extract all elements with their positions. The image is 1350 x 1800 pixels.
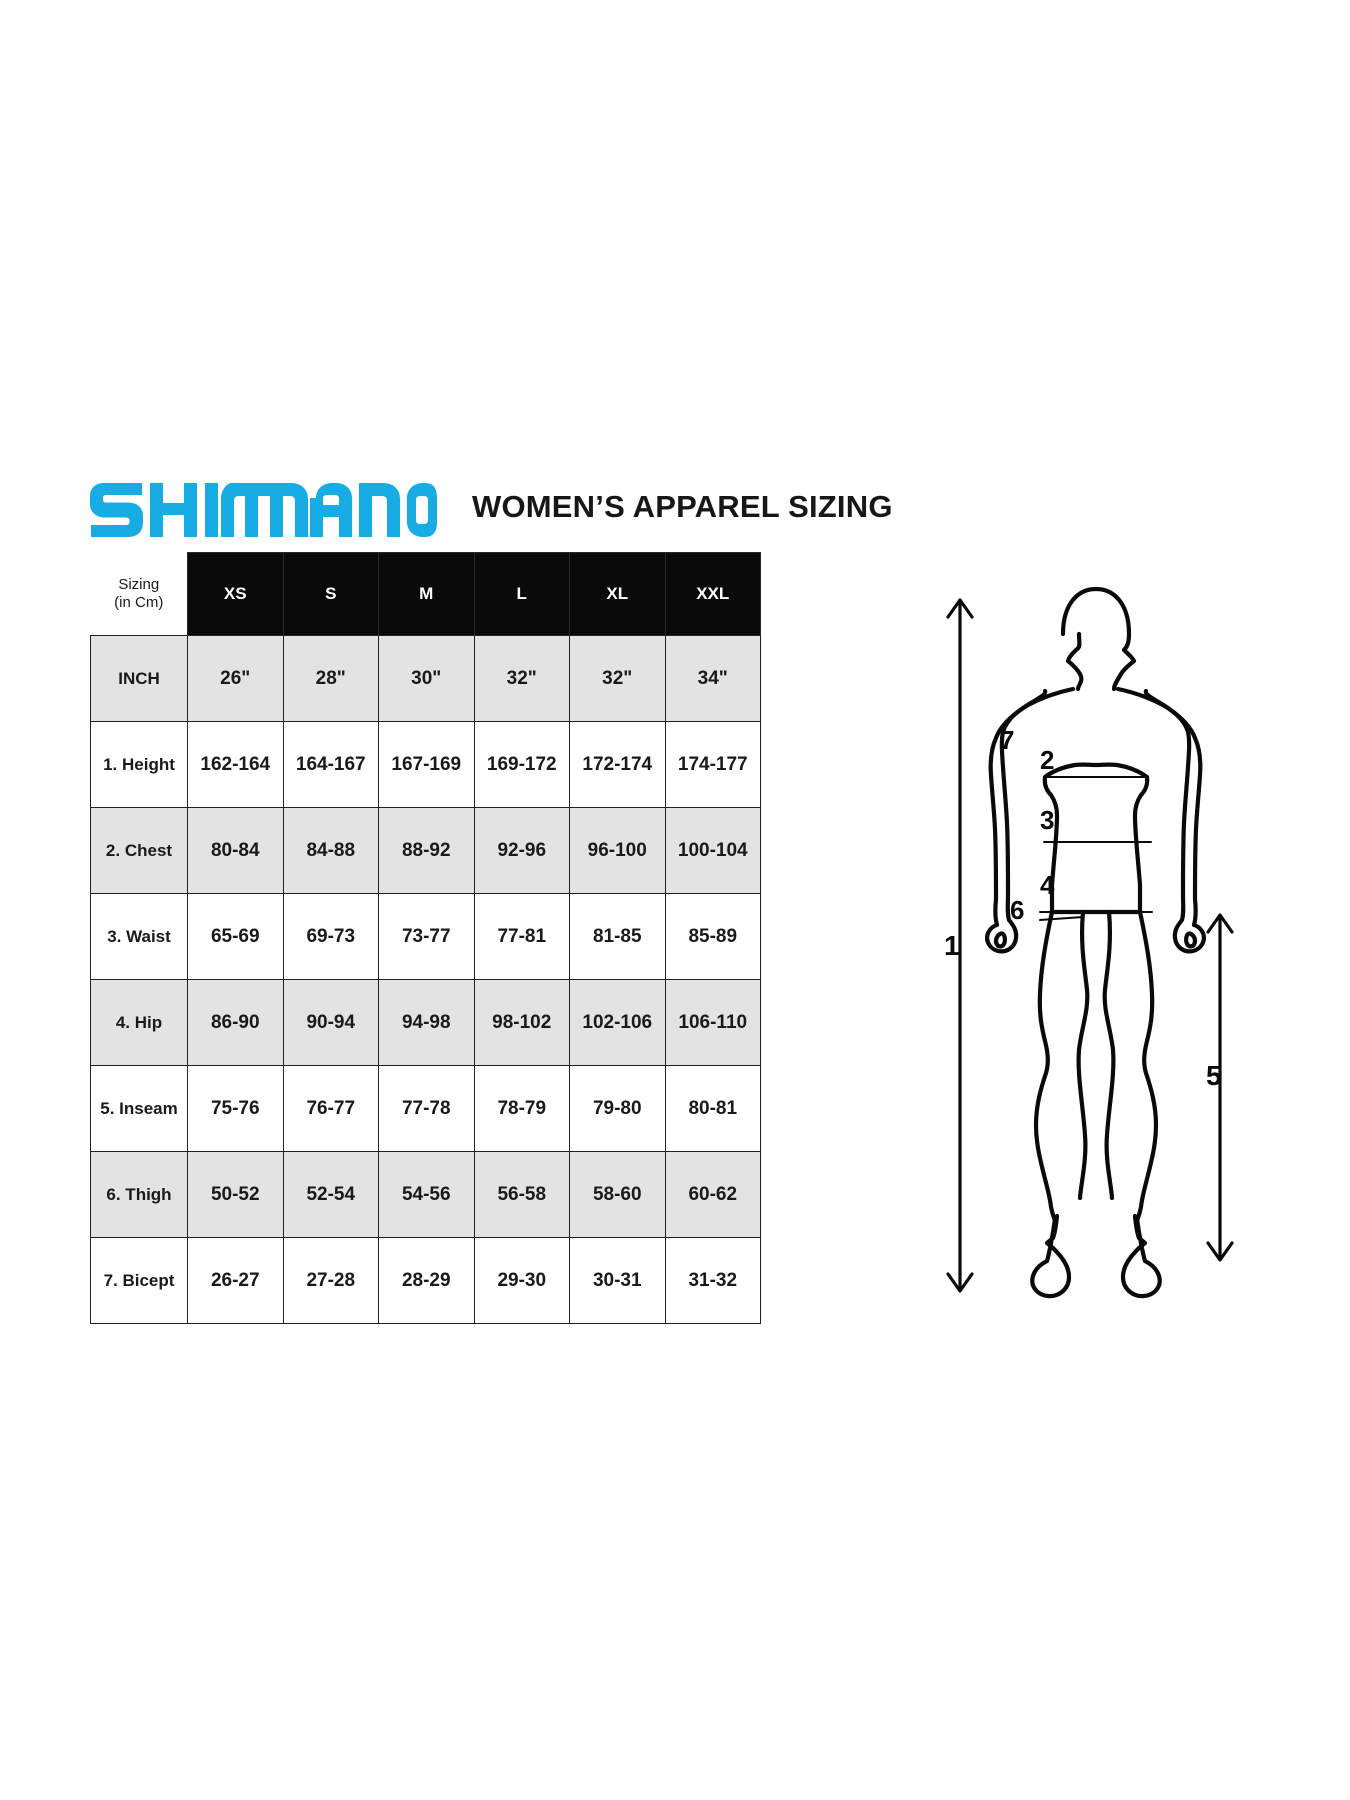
- svg-text:1: 1: [944, 930, 960, 961]
- svg-text:5: 5: [1206, 1060, 1222, 1091]
